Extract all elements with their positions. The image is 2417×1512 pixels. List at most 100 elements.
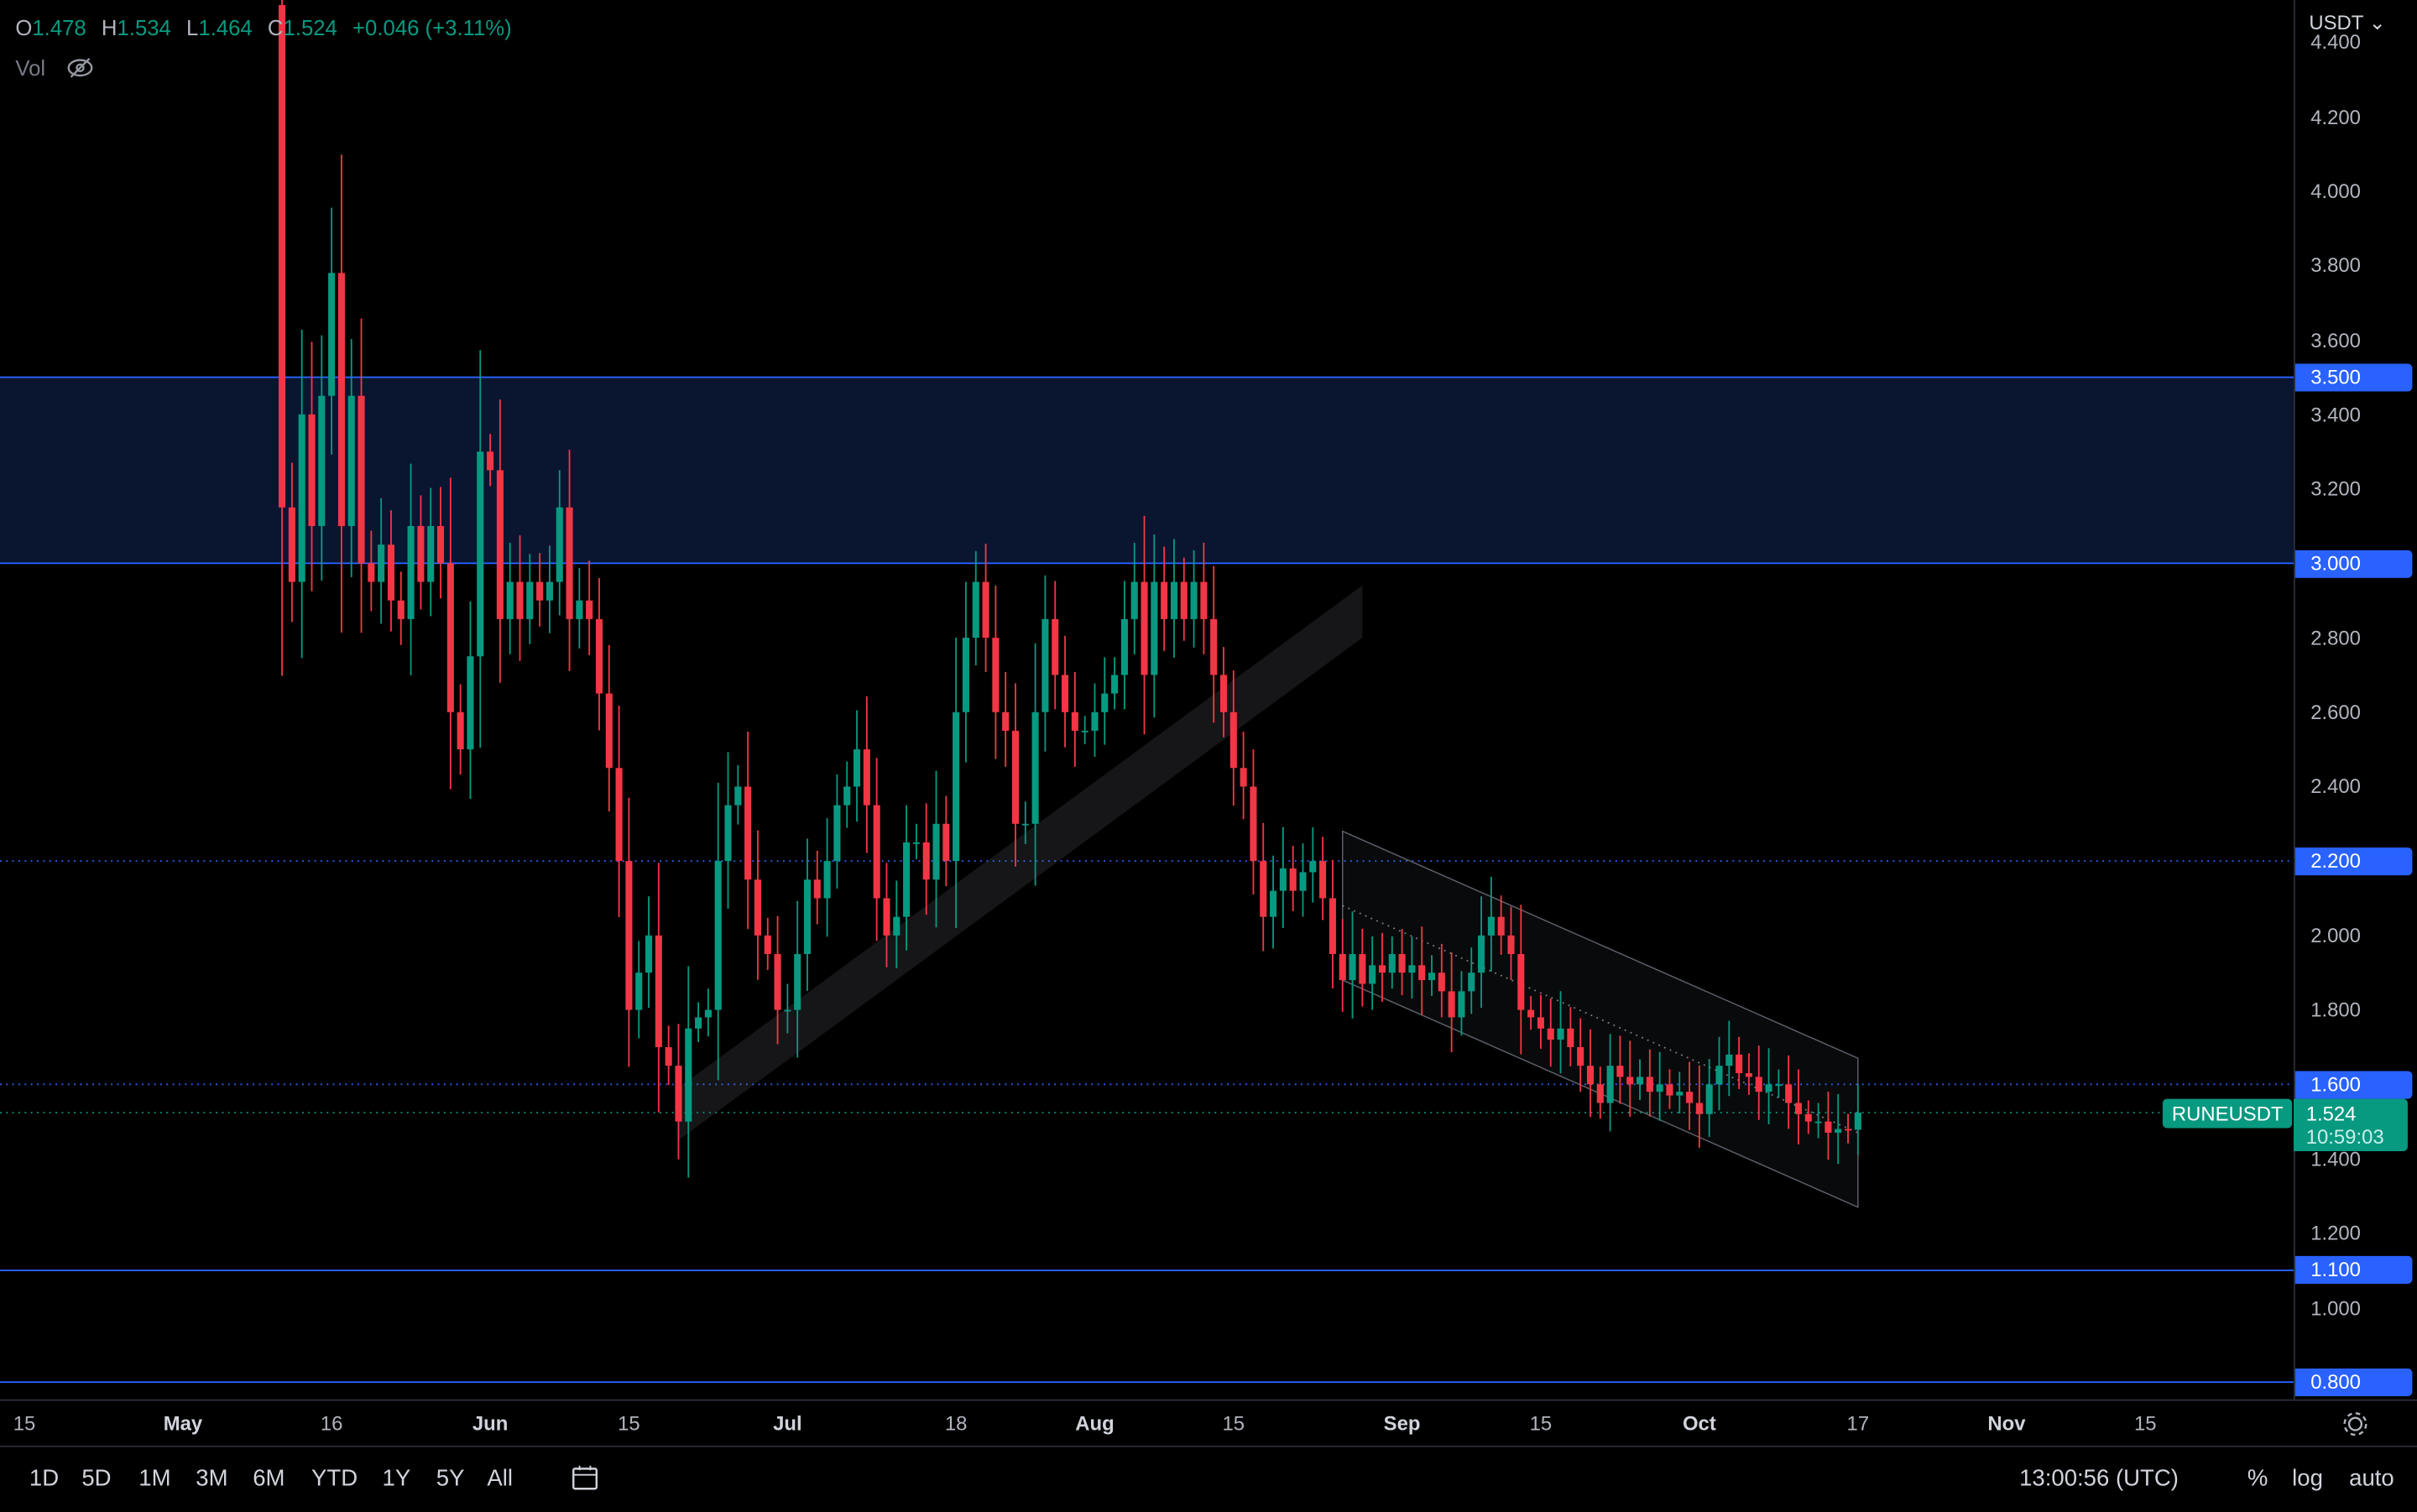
candle-body xyxy=(1021,823,1029,826)
low-value: 1.464 xyxy=(198,15,253,40)
candle-body xyxy=(586,600,593,619)
candle-body xyxy=(1130,581,1138,619)
log-scale-toggle[interactable]: log xyxy=(2292,1465,2323,1492)
candle-body xyxy=(1577,1046,1584,1066)
candle-body xyxy=(972,581,979,639)
candle-body xyxy=(1557,1028,1564,1040)
candle-body xyxy=(873,805,880,899)
open-label: O xyxy=(15,15,33,40)
candle-body xyxy=(1686,1092,1694,1103)
candle-body xyxy=(1161,581,1168,619)
range-button-6m[interactable]: 6M xyxy=(253,1465,285,1492)
candle-body xyxy=(337,273,345,526)
candle-body xyxy=(1567,1028,1574,1047)
candle-body xyxy=(1151,581,1158,675)
candle-body xyxy=(1369,965,1376,984)
candle-body xyxy=(397,600,405,619)
candle-body xyxy=(1676,1092,1684,1096)
candle-body xyxy=(288,507,295,582)
price-tick: 4.200 xyxy=(2310,105,2361,128)
price-tick: 1.800 xyxy=(2310,998,2361,1022)
time-tick: 15 xyxy=(13,1411,36,1435)
candle-body xyxy=(477,451,484,657)
candle-body xyxy=(1814,1121,1822,1124)
volume-label: Vol xyxy=(15,55,46,81)
calendar-goto-icon[interactable] xyxy=(571,1464,602,1492)
close-label: C xyxy=(267,15,284,40)
time-tick: May xyxy=(163,1411,203,1435)
range-button-1m[interactable]: 1M xyxy=(138,1465,171,1492)
currency-select[interactable]: USDT ⌄ xyxy=(2309,11,2385,35)
candle-body xyxy=(1438,972,1445,992)
candle-body xyxy=(883,898,890,936)
candle-body xyxy=(1279,868,1287,891)
candle-body xyxy=(1636,1077,1644,1085)
channel-midline xyxy=(1342,905,1859,1134)
range-button-1d[interactable]: 1D xyxy=(29,1465,60,1492)
candle-body xyxy=(1606,1066,1614,1103)
candle-body xyxy=(1804,1113,1812,1122)
candle-body xyxy=(1141,581,1148,675)
clock-timezone[interactable]: 13:00:56 (UTC) xyxy=(2019,1465,2179,1492)
bottom-toolbar: 1D 5D 1M 3M 6M YTD 1Y 5Y All 13:00:56 (UTC) % lo… xyxy=(0,1445,2417,1512)
candle-body xyxy=(942,823,950,862)
candle-body xyxy=(1388,954,1396,973)
candle-body xyxy=(328,273,336,396)
candle-body xyxy=(298,414,305,582)
candle-body xyxy=(487,451,494,471)
price-tick: 2.000 xyxy=(2310,924,2361,947)
candle-body xyxy=(427,525,435,582)
candle-body xyxy=(813,879,821,899)
price-tick: 4.000 xyxy=(2310,179,2361,203)
bar-countdown: 10:59:03 xyxy=(2305,1124,2384,1149)
candle-body xyxy=(764,935,771,955)
candle-body xyxy=(1041,618,1049,712)
candle-body xyxy=(1725,1054,1733,1066)
price-tick: 2.400 xyxy=(2310,774,2361,799)
percent-scale-toggle[interactable]: % xyxy=(2247,1465,2268,1492)
time-axis[interactable]: 15 May 16 Jun 15 Jul 18 Aug 15 Sep 15 Oct 17 Nov 15 xyxy=(0,1399,2417,1447)
candle-body xyxy=(794,954,801,1010)
candle-body xyxy=(1031,712,1039,824)
candle-body xyxy=(1250,786,1257,862)
candle-body xyxy=(446,563,454,712)
auto-scale-toggle[interactable]: auto xyxy=(2349,1465,2394,1492)
candles-svg xyxy=(0,0,2294,1384)
candle-body xyxy=(1240,768,1247,787)
candle-body xyxy=(863,749,870,806)
settings-gear-icon[interactable] xyxy=(2341,1410,2369,1438)
volume-legend: Vol xyxy=(15,55,95,81)
eye-off-icon[interactable] xyxy=(67,57,95,79)
candle-body xyxy=(496,470,504,619)
range-button-5d[interactable]: 5D xyxy=(81,1465,112,1492)
range-button-5y[interactable]: 5Y xyxy=(436,1465,465,1492)
symbol-price-label: RUNEUSDT xyxy=(2162,1098,2293,1129)
range-button-3m[interactable]: 3M xyxy=(196,1465,228,1492)
candle-body xyxy=(784,1009,791,1012)
candle-body xyxy=(685,1028,692,1122)
price-tick: 2.800 xyxy=(2310,626,2361,649)
candle-body xyxy=(1616,1066,1624,1077)
candle-body xyxy=(675,1066,682,1122)
candle-body xyxy=(506,581,514,619)
candle-body xyxy=(436,525,445,564)
range-button-1y[interactable]: 1Y xyxy=(382,1465,411,1492)
candle-body xyxy=(516,581,524,619)
chart-plot[interactable] xyxy=(0,0,2294,1400)
time-tick: Nov xyxy=(1987,1411,2026,1435)
range-button-all[interactable]: All xyxy=(487,1465,514,1492)
candle-body xyxy=(1111,675,1119,694)
candle-body xyxy=(1349,954,1356,981)
candle-body xyxy=(1715,1066,1723,1085)
time-tick: 15 xyxy=(1529,1411,1553,1435)
candle-body xyxy=(387,545,395,601)
ohlc-legend: O1.478 H1.534 L1.464 C1.524 +0.046 (+3.1… xyxy=(15,15,520,39)
price-tick: 2.600 xyxy=(2310,700,2361,724)
range-button-ytd[interactable]: YTD xyxy=(311,1465,358,1492)
candle-body xyxy=(1478,935,1485,973)
level-price-label: 1.600 xyxy=(2294,1070,2413,1098)
candle-body xyxy=(1736,1054,1743,1073)
price-axis[interactable]: 4.400 4.200 4.000 3.800 3.600 3.400 3.200 2.800… xyxy=(2294,0,2417,1400)
candle-body xyxy=(714,861,722,1010)
